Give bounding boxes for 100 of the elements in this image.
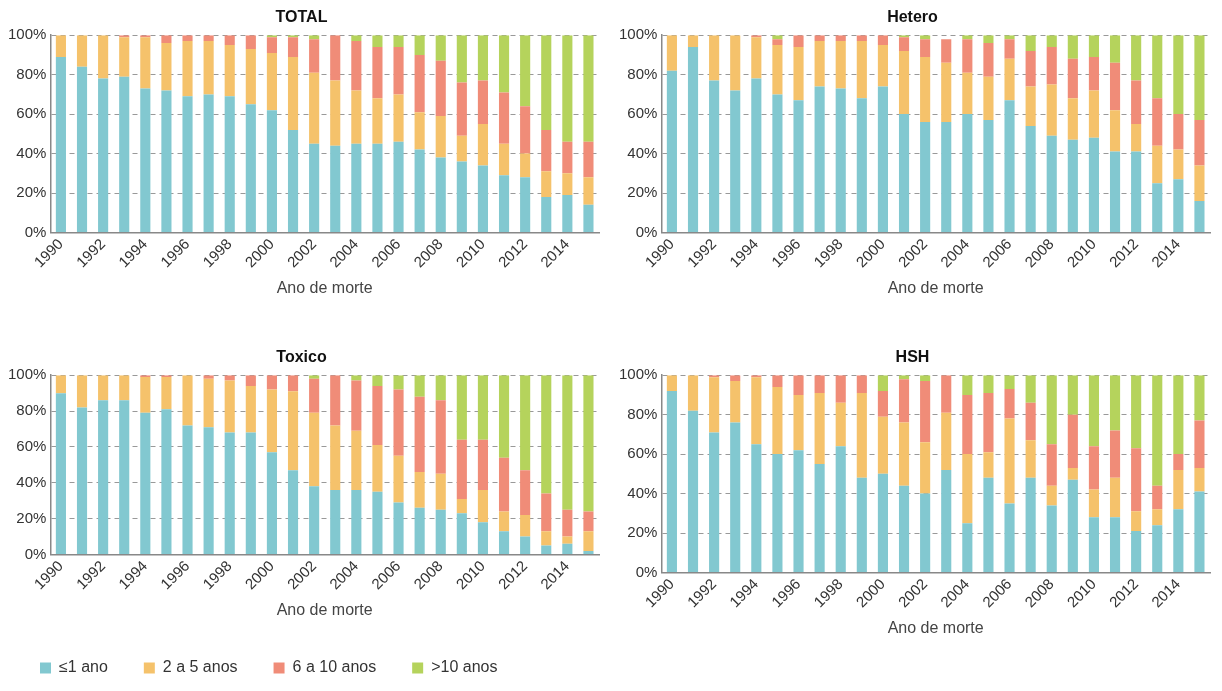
bar — [372, 491, 383, 554]
bar — [730, 35, 741, 91]
x-axis-title: Ano de morte — [887, 618, 984, 636]
bar — [330, 80, 341, 146]
bar — [793, 394, 804, 451]
bar — [287, 37, 299, 57]
bar — [1109, 151, 1121, 232]
bar — [1152, 98, 1163, 146]
bar — [330, 35, 341, 81]
y-tick-label: 100% — [618, 365, 658, 383]
bar — [1088, 517, 1100, 572]
bar — [941, 62, 952, 122]
bar — [414, 112, 425, 150]
bar — [498, 375, 510, 458]
bar — [435, 60, 446, 117]
bar — [1067, 375, 1078, 415]
bar — [1025, 477, 1036, 572]
bar — [393, 141, 404, 232]
bar — [287, 129, 299, 232]
bar — [393, 502, 404, 554]
bar — [583, 375, 594, 512]
bar — [372, 143, 383, 232]
y-tick-label: 60% — [16, 104, 47, 122]
bar — [793, 100, 804, 232]
bar — [898, 50, 910, 115]
bar — [477, 522, 489, 554]
bar — [182, 375, 193, 426]
bar — [1004, 39, 1015, 59]
bar — [962, 114, 973, 232]
bar — [414, 375, 425, 397]
bar — [1152, 375, 1163, 486]
bar — [393, 94, 404, 142]
bar — [709, 432, 720, 572]
bar — [583, 35, 594, 142]
bar — [835, 88, 846, 232]
bar — [709, 35, 720, 81]
bar — [583, 141, 594, 178]
bar — [1152, 485, 1163, 510]
bar — [309, 378, 320, 413]
bar — [351, 375, 362, 381]
bar — [1194, 200, 1205, 232]
bar — [1173, 509, 1184, 572]
bar — [920, 56, 931, 122]
bar — [541, 375, 552, 494]
bar — [309, 486, 320, 554]
bar — [1109, 35, 1121, 63]
bar — [76, 407, 88, 554]
bar — [245, 385, 256, 433]
bar — [877, 390, 888, 417]
bar — [351, 143, 362, 232]
bar — [520, 375, 531, 471]
bar — [435, 375, 446, 401]
bar — [920, 381, 931, 443]
bar — [1067, 98, 1078, 140]
bar — [877, 35, 888, 46]
bar — [920, 122, 931, 232]
bar — [55, 375, 66, 394]
bar — [1131, 511, 1142, 532]
bar — [877, 473, 888, 572]
bar — [1067, 479, 1078, 572]
bar — [266, 389, 277, 453]
bar — [562, 194, 573, 232]
bar — [1152, 183, 1163, 232]
bar — [1046, 505, 1057, 572]
bar — [414, 54, 425, 113]
chart-title: Toxico — [276, 348, 327, 366]
bar — [140, 412, 151, 554]
bar — [941, 412, 952, 470]
bar — [1109, 517, 1121, 572]
bar — [203, 94, 214, 232]
bar — [224, 375, 235, 381]
bar — [351, 41, 362, 91]
bar — [983, 35, 994, 44]
bar — [772, 94, 783, 232]
bar — [541, 545, 552, 554]
bar — [1194, 120, 1205, 166]
bar — [730, 90, 741, 232]
bar — [245, 35, 256, 50]
bar — [414, 149, 425, 232]
bar — [1088, 446, 1100, 490]
bar — [962, 394, 973, 455]
bar — [1046, 375, 1057, 445]
bar — [1173, 469, 1184, 510]
bar — [182, 35, 193, 42]
bar — [477, 123, 489, 166]
bar — [1067, 139, 1078, 232]
bar — [877, 45, 888, 87]
bar — [393, 35, 404, 48]
bar — [583, 204, 594, 232]
chart-title: TOTAL — [275, 8, 328, 26]
bar — [898, 37, 910, 51]
y-tick-label: 40% — [627, 483, 658, 501]
x-axis-title: Ano de morte — [276, 600, 373, 618]
bar — [898, 379, 910, 423]
bar — [393, 389, 404, 456]
bar — [330, 375, 341, 426]
bar — [751, 444, 762, 572]
bar — [98, 400, 109, 554]
bar — [751, 37, 762, 79]
bar — [583, 511, 594, 532]
